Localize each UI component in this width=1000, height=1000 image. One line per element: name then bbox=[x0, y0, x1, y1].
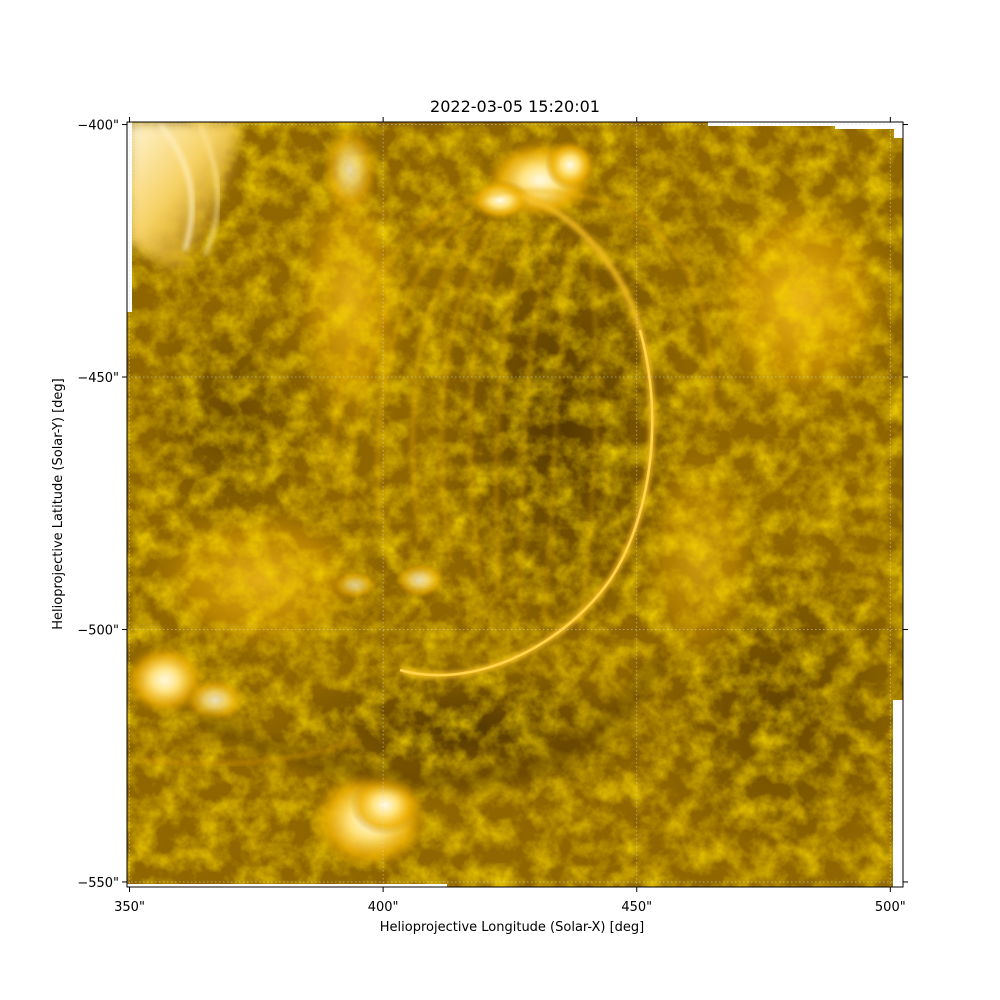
solar-euv-image bbox=[127, 122, 903, 887]
y-tick-label: −400" bbox=[77, 119, 119, 134]
x-axis: 350" 400" 450" 500" bbox=[114, 117, 906, 915]
x-tick-label: 500" bbox=[875, 900, 906, 915]
missing-data-edges bbox=[127, 122, 903, 887]
coordinate-grid bbox=[127, 122, 903, 887]
x-axis-label: Helioprojective Longitude (Solar-X) [deg… bbox=[380, 920, 644, 935]
y-tick-label: −450" bbox=[77, 371, 119, 386]
y-tick-label: −550" bbox=[77, 876, 119, 891]
plot-frame bbox=[126, 121, 904, 888]
x-tick-label: 450" bbox=[621, 900, 652, 915]
x-tick-label: 400" bbox=[368, 900, 399, 915]
y-axis: −400" −450" −500" −550" bbox=[77, 119, 908, 891]
x-tick-label: 350" bbox=[114, 900, 145, 915]
figure-title: 2022-03-05 15:20:01 bbox=[430, 97, 600, 116]
y-tick-label: −500" bbox=[77, 623, 119, 638]
y-axis-label: Helioprojective Latitude (Solar-Y) [deg] bbox=[51, 378, 66, 629]
